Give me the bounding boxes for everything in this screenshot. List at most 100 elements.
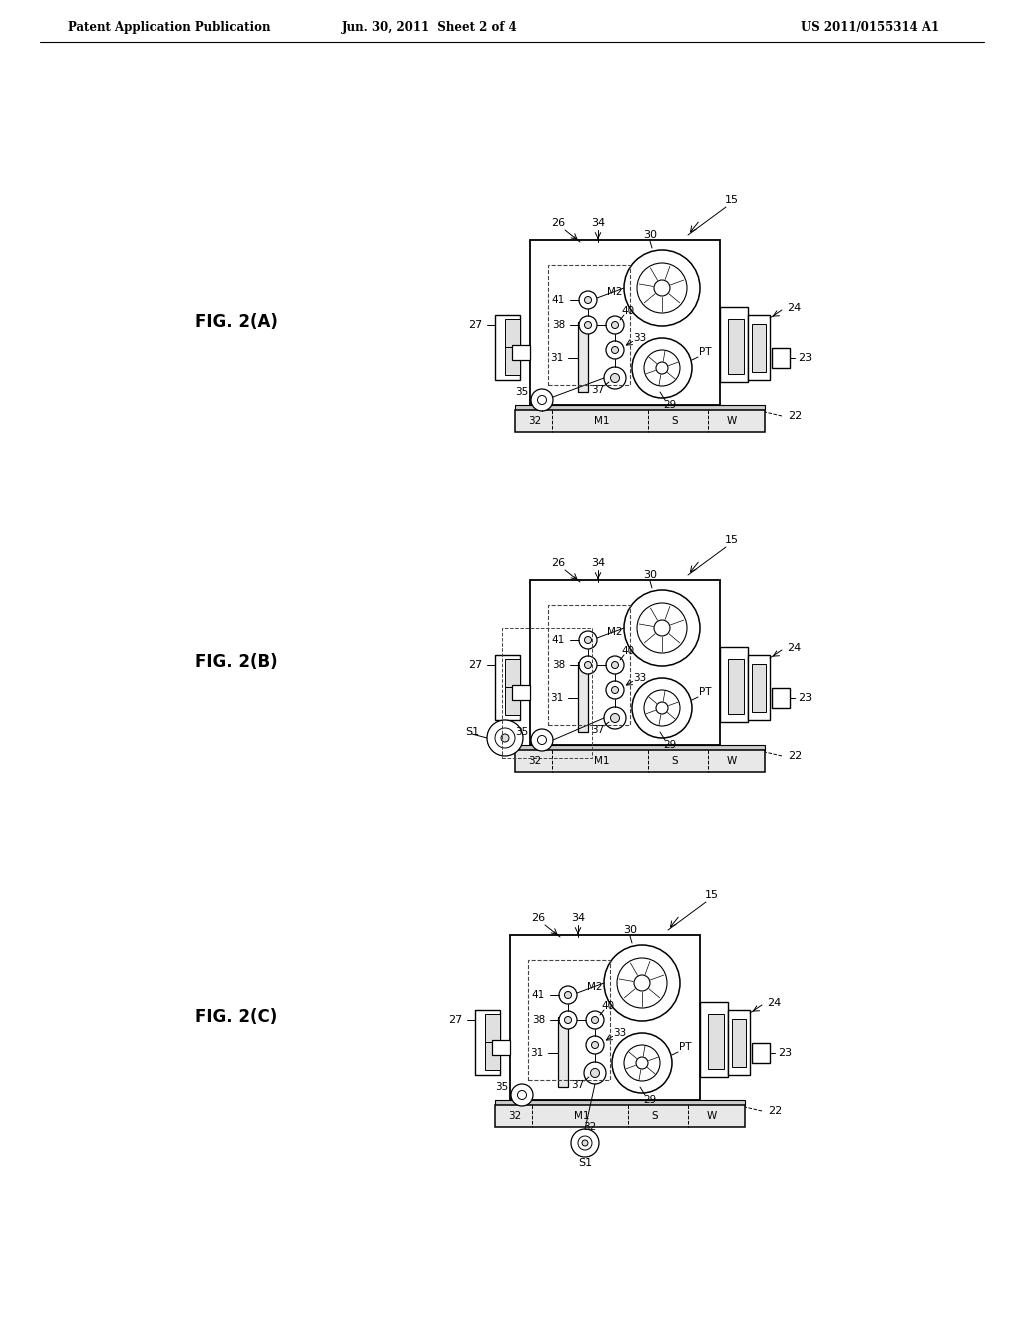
Bar [495,315,520,380]
Circle shape [604,367,626,389]
Text: 24: 24 [787,643,801,653]
Bar [495,1100,745,1105]
Circle shape [644,350,680,385]
Circle shape [610,374,620,383]
Text: PT: PT [679,1041,691,1052]
Circle shape [636,1057,648,1069]
Text: 37: 37 [592,725,604,735]
Circle shape [584,1063,606,1084]
Text: 33: 33 [634,673,646,682]
Bar [515,405,765,411]
Text: 41: 41 [552,294,565,305]
Bar [732,1019,746,1067]
Text: 27: 27 [468,319,482,330]
Bar [505,686,520,715]
Text: M1: M1 [594,416,609,426]
Text: PT: PT [698,347,712,356]
Circle shape [624,590,700,667]
Bar [510,935,700,1100]
Text: 34: 34 [591,218,605,228]
Text: W: W [707,1111,717,1121]
Text: M2: M2 [607,286,623,297]
Text: 24: 24 [787,304,801,313]
Text: 26: 26 [551,218,565,228]
Circle shape [487,719,523,756]
Text: 41: 41 [531,990,545,1001]
Text: FIG. 2(A): FIG. 2(A) [195,313,278,331]
Circle shape [592,1016,598,1023]
Circle shape [611,686,618,693]
Bar [772,688,790,708]
Bar [708,1014,724,1069]
Circle shape [606,315,624,334]
Circle shape [644,690,680,726]
Bar [700,1002,728,1077]
Text: PT: PT [698,686,712,697]
Text: 26: 26 [530,913,545,923]
Bar [548,605,630,725]
Text: 27: 27 [447,1015,462,1026]
Bar [720,308,748,381]
Bar [505,659,520,686]
Circle shape [654,280,670,296]
Circle shape [606,681,624,700]
Text: 22: 22 [788,411,802,421]
Text: 40: 40 [601,1001,614,1011]
Bar [752,664,766,711]
Text: M2: M2 [587,982,603,993]
Circle shape [586,1036,604,1053]
Circle shape [586,1011,604,1030]
Bar [772,348,790,368]
Text: 31: 31 [550,352,563,363]
Circle shape [531,729,553,751]
Text: Jun. 30, 2011  Sheet 2 of 4: Jun. 30, 2011 Sheet 2 of 4 [342,21,518,33]
Bar [748,655,770,719]
Bar [505,319,520,347]
Circle shape [606,656,624,675]
Bar [530,579,720,744]
Bar [752,1043,770,1063]
Circle shape [582,1140,588,1146]
Text: 15: 15 [725,195,739,205]
Circle shape [637,263,687,313]
Circle shape [531,389,553,411]
Circle shape [585,661,592,668]
Text: 32: 32 [584,1122,597,1133]
Text: 15: 15 [705,890,719,900]
Bar [495,1105,745,1127]
Text: 34: 34 [591,558,605,568]
Bar [728,659,744,714]
Bar [548,265,630,385]
Text: 32: 32 [528,756,542,766]
Circle shape [611,661,618,668]
Text: W: W [727,756,737,766]
Text: 34: 34 [571,913,585,923]
Text: 29: 29 [643,1096,656,1105]
Bar [748,315,770,380]
Text: S1: S1 [465,727,479,737]
Text: 15: 15 [725,535,739,545]
Text: 35: 35 [515,727,528,737]
Text: S: S [672,756,678,766]
Bar [485,1041,500,1071]
Bar [512,685,530,700]
Text: 41: 41 [552,635,565,645]
Circle shape [538,396,547,404]
Circle shape [604,708,626,729]
Bar [485,1014,500,1041]
Bar [492,1040,510,1055]
Text: Patent Application Publication: Patent Application Publication [68,21,270,33]
Circle shape [611,322,618,329]
Circle shape [559,1011,577,1030]
Circle shape [637,603,687,653]
Text: 35: 35 [515,387,528,397]
Bar [578,322,588,392]
Circle shape [579,656,597,675]
Bar [512,345,530,360]
Text: 31: 31 [529,1048,543,1059]
Text: 29: 29 [664,741,677,750]
Circle shape [624,249,700,326]
Circle shape [579,315,597,334]
Circle shape [579,290,597,309]
Text: 30: 30 [623,925,637,935]
